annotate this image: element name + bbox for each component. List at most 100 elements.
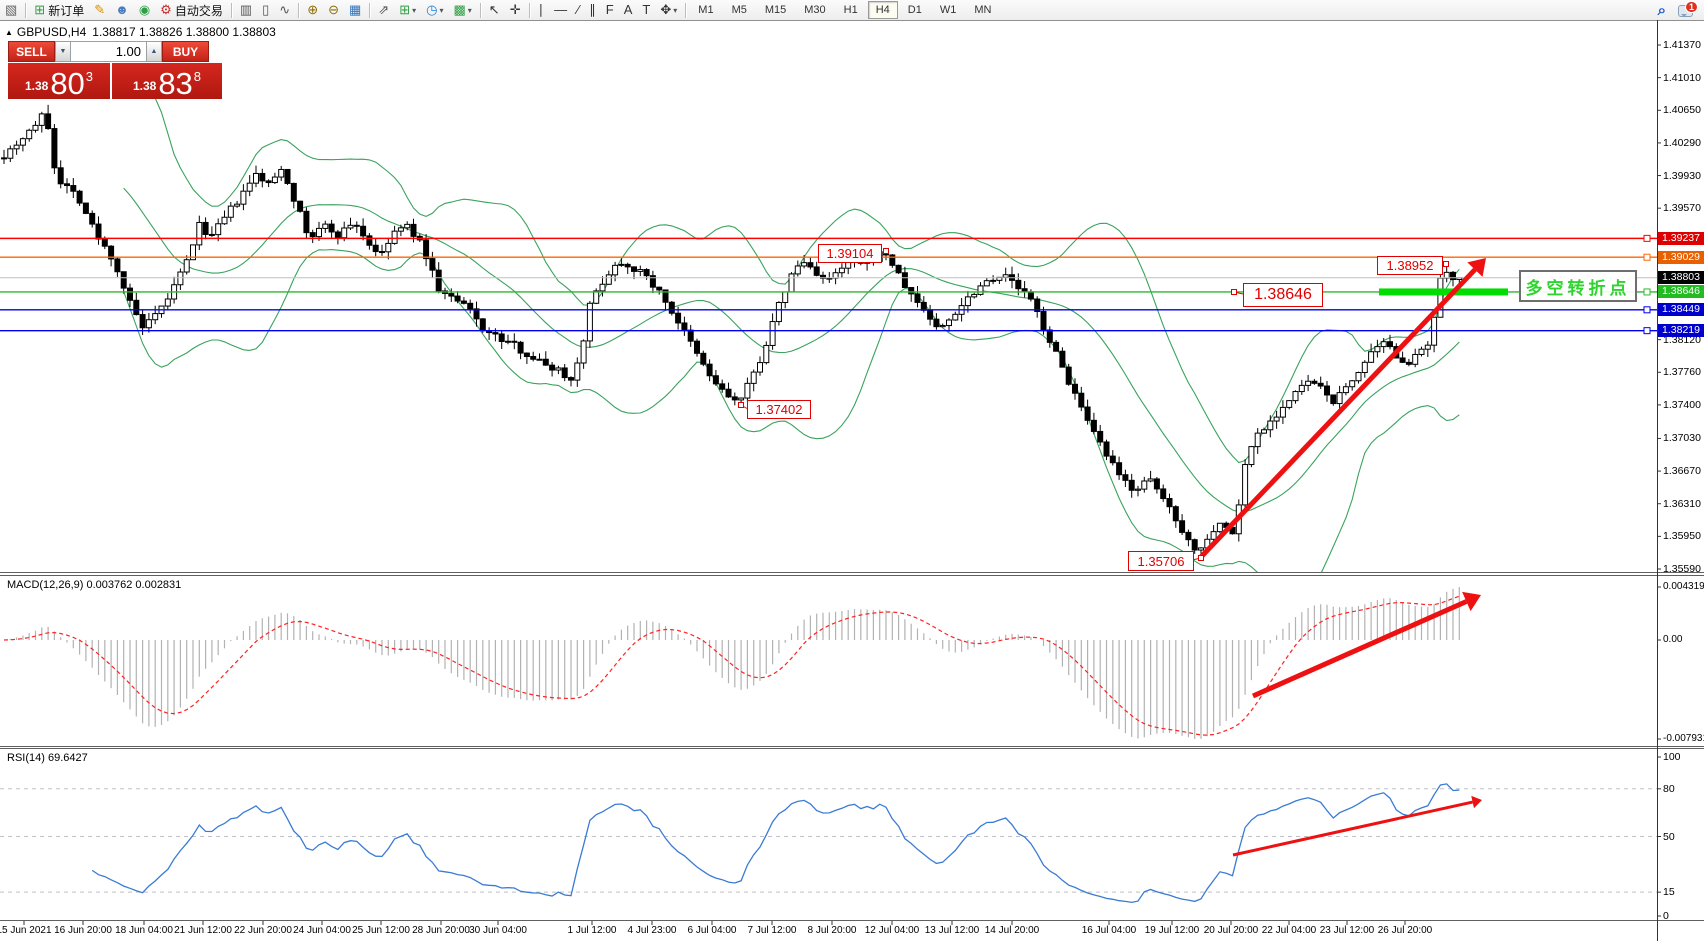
price-axis-tick-label: 1.36310 [1663,497,1701,510]
timeframe-h4[interactable]: H4 [867,1,898,19]
buy-button[interactable]: BUY [162,41,209,62]
add-indicator-icon: ⊞ [399,2,411,17]
price-axis-badge: 1.39029 [1658,250,1704,264]
toolbar-right: ⌕ 1 [1657,0,1704,19]
sell-price-panel[interactable]: 1.38 80 3 [8,63,110,99]
volume-increase-button[interactable]: ▲ [146,41,162,62]
price-annotation-label[interactable]: 1.38646 [1243,283,1323,307]
price-axis-badge: 1.38803 [1658,271,1704,285]
fibonacci-icon[interactable]: F [601,0,619,20]
zoom-in-icon: ⊕ [307,2,319,17]
signal-icon[interactable]: ◉ [134,0,155,20]
buy-price-sup: 8 [193,69,202,84]
zoom-out-icon[interactable]: ⊖ [323,0,344,20]
chart-trend-arrow[interactable] [1199,258,1486,559]
new-order-button[interactable]: ⊞ 新订单 [29,0,89,20]
crosshair-icon[interactable]: ✛ [505,0,526,20]
rsi-axis-label: 50 [1663,830,1675,843]
time-axis-label: 7 Jul 12:00 [747,925,797,936]
timeframe-m15[interactable]: M15 [764,4,787,16]
price-axis-tick-label: 1.39930 [1663,169,1701,182]
time-axis-label: 16 Jun 20:00 [54,925,112,936]
horizontal-line-icon[interactable]: — [549,0,572,20]
text-icon[interactable]: A [619,0,638,20]
annotation-anchor [738,402,744,408]
volume-decrease-button[interactable]: ▼ [55,41,71,62]
time-axis-label: 22 Jun 20:00 [234,925,292,936]
tile-windows-icon[interactable]: ▦ [344,0,366,20]
price-annotation-label[interactable]: 1.37402 [747,400,811,419]
timeframe-toolbar: M1 M5 M15 M30 H1 H4 D1 W1 MN [689,0,1000,20]
highlighter-icon[interactable]: ✎ [89,0,110,20]
text-icon: A [623,2,633,17]
add-indicator-button[interactable]: ⊞ ▾ [394,0,421,20]
rsi-indicator-label: RSI(14) 69.6427 [7,752,88,764]
quote-header[interactable]: ▲ GBPUSD,H4 1.38817 1.38826 1.38800 1.3880… [5,25,276,39]
toolbar-separator [298,2,300,18]
macd-indicator-label: MACD(12,26,9) 0.003762 0.002831 [7,579,182,591]
toolbar-separator [25,2,27,18]
toolbar-buttons: ▧ ⊞ 新订单 ✎ ☻ ◉ ⚙ 自动交易 ▥ ▯ ∿ ⊕ ⊖ ▦ ⇗ ⊞ ▾ ◷ ▾ ▩ ▾ ↖ ✛ ∣ — ∕ ∥ F A T ✥ ▾ [0,0,689,20]
price-annotation-label[interactable]: 1.38952 [1377,256,1443,275]
equidistant-channel-icon[interactable]: ∥ [584,0,601,20]
rsi-axis-label: 15 [1663,886,1675,899]
templates-icon: ▩ [453,2,466,17]
zoom-in-icon[interactable]: ⊕ [302,0,323,20]
time-axis-label: 30 Jun 04:00 [469,925,527,936]
sell-price-prefix: 1.38 [24,79,49,93]
price-annotation-label[interactable]: 1.35706 [1128,551,1194,571]
shapes-button[interactable]: ✥ ▾ [655,0,682,20]
timeframe-m5[interactable]: M5 [731,4,747,16]
price-annotation-label[interactable]: 1.39104 [818,244,882,263]
auto-trading-button-label: 自动交易 [174,3,223,18]
cursor-icon[interactable]: ↖ [484,0,505,20]
time-axis-label: 1 Jul 12:00 [567,925,617,936]
community-icon[interactable]: 1 [1678,0,1698,17]
timeframe-m1[interactable]: M1 [698,4,714,16]
bar-chart-icon[interactable]: ▥ [235,0,257,20]
indicators-icon[interactable]: ⇗ [373,0,394,20]
auto-trading-button[interactable]: ⚙ 自动交易 [155,0,228,20]
collapse-icon[interactable]: ▲ [5,28,13,37]
profile-icon: ☻ [115,2,129,17]
toolbar-separator [685,2,687,18]
time-axis-label: 6 Jul 04:00 [687,925,737,936]
time-axis-label: 14 Jul 20:00 [984,925,1040,936]
rsi-axis-label: 0 [1663,910,1669,922]
price-axis-tick-label: 1.37030 [1663,432,1701,445]
time-axis-label: 28 Jun 20:00 [412,925,470,936]
buy-price-panel[interactable]: 1.38 83 8 [112,63,222,99]
time-axis-label: 21 Jun 12:00 [174,925,232,936]
trade-controls: SELL ▼ ▲ BUY [8,41,222,62]
timeframe-w1[interactable]: W1 [939,4,957,16]
time-axis-label: 25 Jun 12:00 [352,925,410,936]
vertical-line-icon[interactable]: ∣ [533,0,550,20]
price-axis-badge: 1.38449 [1658,303,1704,317]
line-chart-icon[interactable]: ∿ [274,0,295,20]
candlestick-chart-icon[interactable]: ▯ [257,0,274,20]
macd-trend-arrow[interactable] [1251,591,1481,699]
text-label-icon: T [642,2,651,17]
sell-button[interactable]: SELL [8,41,55,62]
price-axis-tick-label: 1.40290 [1663,136,1701,149]
price-axis-tick-label: 1.36670 [1663,465,1701,478]
periods-button[interactable]: ◷ ▾ [421,0,448,20]
timeframe-m30[interactable]: M30 [804,4,826,16]
trendline-icon[interactable]: ∕ [572,0,584,20]
dropdown-caret-icon: ▾ [673,5,678,15]
profile-icon[interactable]: ☻ [110,0,134,20]
search-icon[interactable]: ⌕ [1657,1,1666,19]
timeframe-mn[interactable]: MN [974,4,992,16]
rsi-axis-label: 100 [1663,751,1681,763]
text-label-icon[interactable]: T [637,0,655,20]
rsi-trend-arrow[interactable] [1232,795,1482,857]
timeframe-d1[interactable]: D1 [907,4,922,16]
buy-price-main: 83 [158,66,193,101]
templates-button[interactable]: ▩ ▾ [448,0,476,20]
volume-input[interactable] [71,41,146,62]
turning-point-label[interactable]: 多空转折点 [1519,270,1637,302]
chart-profile-icon[interactable]: ▧ [0,0,22,20]
timeframe-h1[interactable]: H1 [843,4,858,16]
toolbar: ▧ ⊞ 新订单 ✎ ☻ ◉ ⚙ 自动交易 ▥ ▯ ∿ ⊕ ⊖ ▦ ⇗ ⊞ ▾ ◷ ▾ ▩ ▾ ↖ ✛ ∣ — ∕ ∥ F A T ✥ ▾ M1… [0,0,1704,21]
